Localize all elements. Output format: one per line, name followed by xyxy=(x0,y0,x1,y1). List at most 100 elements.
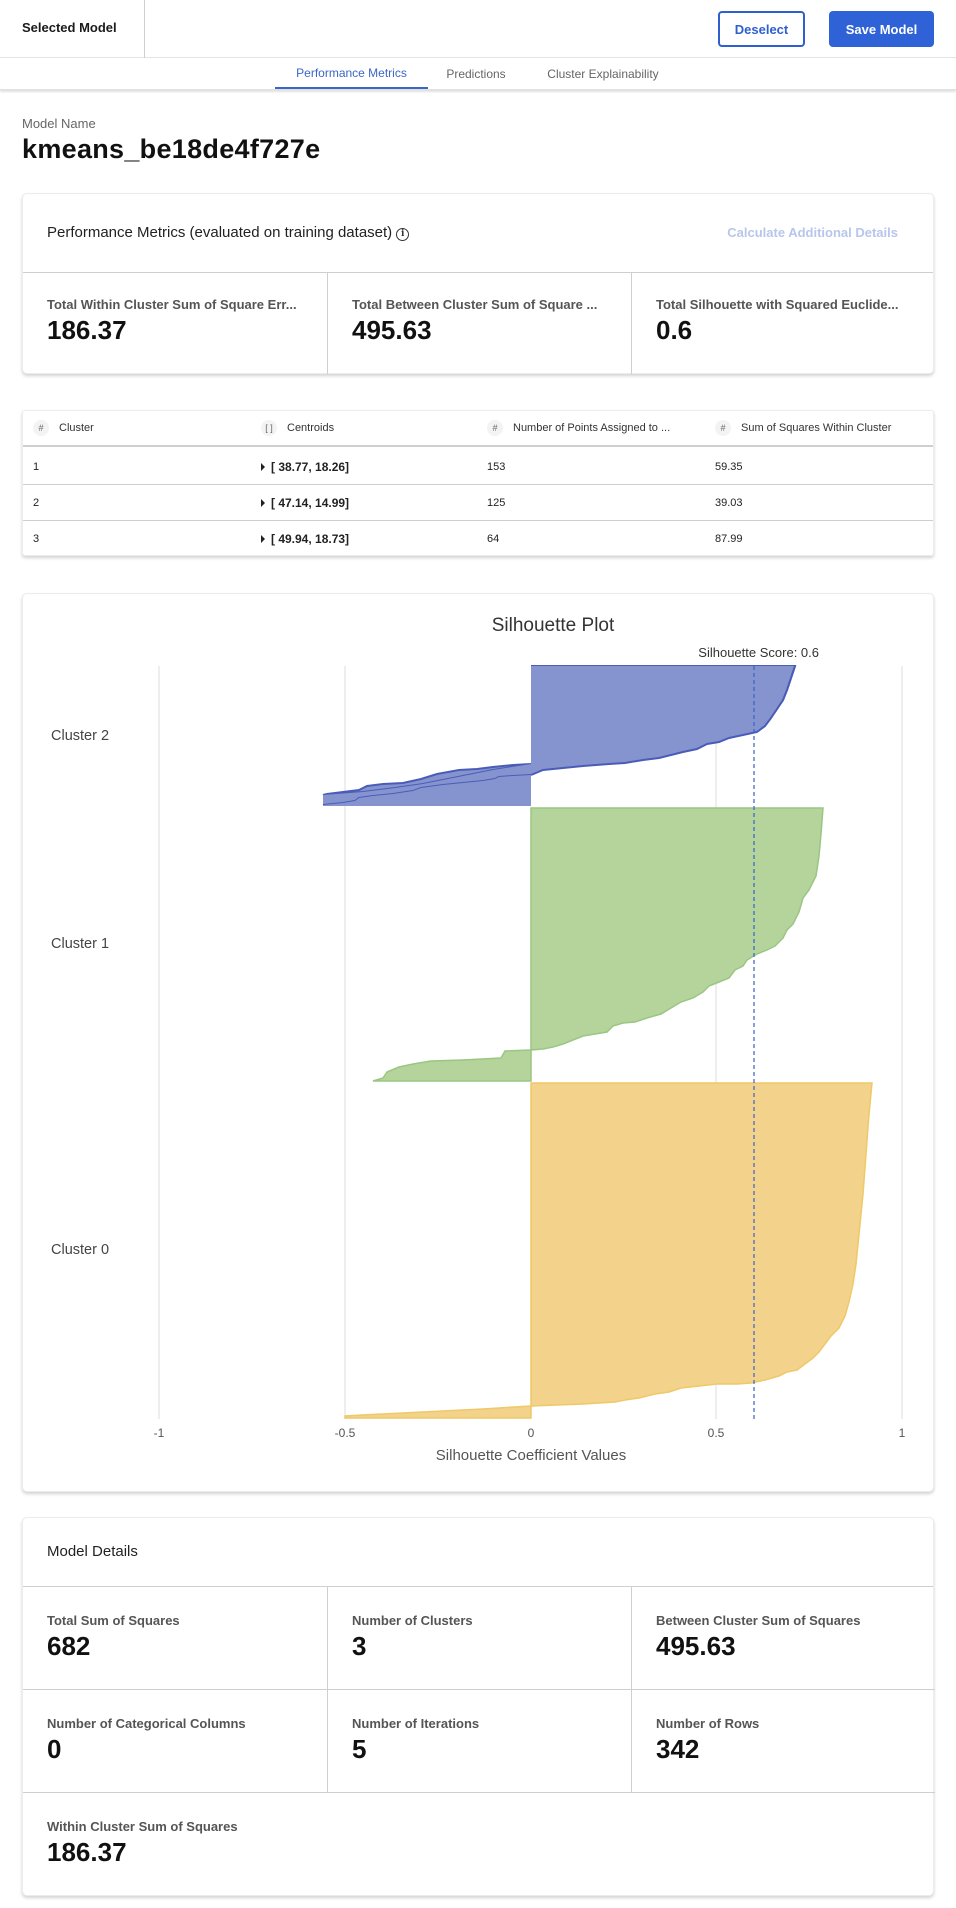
column-label: Sum of Squares Within Cluster xyxy=(741,422,892,434)
cell-centroid[interactable]: [ 49.94, 18.73] xyxy=(261,521,349,557)
detail-categorical-columns: Number of Categorical Columns 0 xyxy=(23,1690,327,1793)
performance-metrics-title: Performance Metrics (evaluated on traini… xyxy=(47,224,410,241)
detail-label: Number of Categorical Columns xyxy=(47,1716,246,1731)
metric-label: Total Between Cluster Sum of Square ... xyxy=(352,297,598,312)
expand-caret-icon[interactable] xyxy=(261,462,265,471)
silhouette-plot: Silhouette Plot Silhouette Score: 0.6 Cl… xyxy=(51,615,906,1464)
detail-value: 3 xyxy=(352,1631,367,1661)
column-header-sum-of-squares[interactable]: # Sum of Squares Within Cluster xyxy=(715,411,891,445)
performance-metrics-title-text: Performance Metrics (evaluated on traini… xyxy=(47,224,393,241)
silhouette-score-annotation: Silhouette Score: 0.6 xyxy=(698,645,819,660)
calculate-additional-details-link[interactable]: Calculate Additional Details xyxy=(727,225,898,240)
cluster-2-edge-upper xyxy=(530,665,796,776)
cluster-2-positive-fill xyxy=(531,666,795,775)
model-details-header: Model Details xyxy=(23,1518,933,1587)
detail-label: Number of Clusters xyxy=(352,1613,473,1628)
tab-predictions[interactable]: Predictions xyxy=(446,66,506,81)
metric-value: 0.6 xyxy=(656,315,693,345)
column-header-cluster[interactable]: # Cluster xyxy=(33,411,94,445)
detail-value: 0 xyxy=(47,1734,62,1764)
number-type-icon: # xyxy=(487,420,503,436)
cell-centroid[interactable]: [ 47.14, 14.99] xyxy=(261,485,349,520)
table-row: 2 [ 47.14, 14.99] 125 39.03 xyxy=(23,485,933,521)
x-tick: 0.5 xyxy=(708,1426,725,1440)
cell-sum-of-squares: 87.99 xyxy=(715,533,743,545)
cluster-table: # Cluster [ ] Centroids # Number of Points … xyxy=(22,410,934,556)
cluster-2-negative-fill xyxy=(323,775,531,806)
detail-label: Total Sum of Squares xyxy=(47,1613,180,1628)
detail-total-sum-of-squares: Total Sum of Squares 682 xyxy=(23,1587,327,1690)
metric-within-cluster-sse: Total Within Cluster Sum of Square Err..… xyxy=(23,273,327,374)
table-row: 1 [ 38.77, 18.26] 153 59.35 xyxy=(23,449,933,485)
detail-value: 682 xyxy=(47,1631,91,1661)
info-icon[interactable]: i xyxy=(396,228,410,241)
save-model-button[interactable]: Save Model xyxy=(829,11,934,47)
x-tick: 1 xyxy=(899,1426,906,1440)
detail-label: Within Cluster Sum of Squares xyxy=(47,1819,238,1834)
detail-between-cluster-ss: Between Cluster Sum of Squares 495.63 xyxy=(631,1587,935,1690)
column-label: Cluster xyxy=(59,422,94,434)
cell-points: 125 xyxy=(487,496,506,509)
table-header: # Cluster [ ] Centroids # Number of Points … xyxy=(23,411,933,447)
detail-label: Number of Rows xyxy=(656,1716,760,1731)
detail-label: Number of Iterations xyxy=(352,1716,480,1731)
cell-points: 153 xyxy=(487,460,506,473)
performance-metrics-header: Performance Metrics (evaluated on traini… xyxy=(23,194,933,273)
detail-number-of-iterations: Number of Iterations 5 xyxy=(327,1690,631,1793)
header-divider xyxy=(144,0,145,58)
metric-value: 186.37 xyxy=(47,315,127,345)
y-label-cluster-2: Cluster 2 xyxy=(51,728,109,744)
y-label-cluster-1: Cluster 1 xyxy=(51,936,109,952)
model-details-title: Model Details xyxy=(47,1543,138,1560)
detail-number-of-rows: Number of Rows 342 xyxy=(631,1690,935,1793)
detail-number-of-clusters: Number of Clusters 3 xyxy=(327,1587,631,1690)
silhouette-plot-card: Silhouette Plot Silhouette Score: 0.6 Cl… xyxy=(22,593,934,1492)
cell-centroid[interactable]: [ 38.77, 18.26] xyxy=(261,449,349,484)
detail-within-cluster-ss: Within Cluster Sum of Squares 186.37 xyxy=(23,1793,935,1896)
tab-bar: Performance Metrics Predictions Cluster … xyxy=(0,58,956,90)
tab-performance-metrics[interactable]: Performance Metrics xyxy=(275,58,428,89)
selected-model-title: Selected Model xyxy=(22,20,117,35)
detail-label: Between Cluster Sum of Squares xyxy=(656,1613,861,1628)
top-bar: Selected Model Deselect Save Model xyxy=(0,0,956,58)
cell-points: 64 xyxy=(487,533,500,545)
cell-sum-of-squares: 39.03 xyxy=(715,496,743,509)
cell-cluster: 1 xyxy=(33,460,40,473)
centroid-value: [ 49.94, 18.73] xyxy=(271,532,350,546)
column-label: Number of Points Assigned to ... xyxy=(513,422,671,434)
expand-caret-icon[interactable] xyxy=(261,535,265,543)
x-tick: -1 xyxy=(154,1426,165,1440)
metric-between-cluster-sse: Total Between Cluster Sum of Square ... … xyxy=(327,273,631,374)
centroid-value: [ 47.14, 14.99] xyxy=(271,495,350,510)
cell-sum-of-squares: 59.35 xyxy=(715,460,743,473)
cell-cluster: 3 xyxy=(33,533,40,545)
tab-cluster-explainability[interactable]: Cluster Explainability xyxy=(547,66,659,81)
model-details-card: Model Details Total Sum of Squares 682 N… xyxy=(22,1517,935,1896)
column-header-points[interactable]: # Number of Points Assigned to ... xyxy=(487,411,670,445)
deselect-button[interactable]: Deselect xyxy=(718,11,805,47)
cluster-0-silhouette-area xyxy=(344,1082,873,1419)
cell-cluster: 2 xyxy=(33,496,40,509)
column-label: Centroids xyxy=(287,422,335,434)
model-name-label: Model Name xyxy=(22,116,96,131)
metric-label: Total Within Cluster Sum of Square Err..… xyxy=(47,297,297,312)
metric-value: 495.63 xyxy=(352,315,432,345)
metric-total-silhouette: Total Silhouette with Squared Euclide...… xyxy=(631,273,935,374)
detail-value: 5 xyxy=(352,1734,367,1764)
cluster-1-silhouette-area xyxy=(372,807,824,1082)
y-label-cluster-0: Cluster 0 xyxy=(51,1242,109,1258)
detail-value: 186.37 xyxy=(47,1837,127,1867)
expand-caret-icon[interactable] xyxy=(261,498,265,507)
number-type-icon: # xyxy=(715,420,731,436)
column-header-centroids[interactable]: [ ] Centroids xyxy=(261,411,334,445)
number-type-icon: # xyxy=(33,420,49,436)
x-axis-label: Silhouette Coefficient Values xyxy=(436,1447,626,1464)
array-type-icon: [ ] xyxy=(261,420,277,436)
table-row: 3 [ 49.94, 18.73] 64 87.99 xyxy=(23,521,933,557)
centroid-value: [ 38.77, 18.26] xyxy=(271,459,350,474)
x-tick: 0 xyxy=(528,1426,535,1440)
x-axis-ticks: -1 -0.5 0 0.5 1 xyxy=(154,1426,906,1440)
model-name: kmeans_be18de4f727e xyxy=(22,134,321,164)
x-tick: -0.5 xyxy=(335,1426,356,1440)
performance-metrics-card: Performance Metrics (evaluated on traini… xyxy=(22,193,934,374)
